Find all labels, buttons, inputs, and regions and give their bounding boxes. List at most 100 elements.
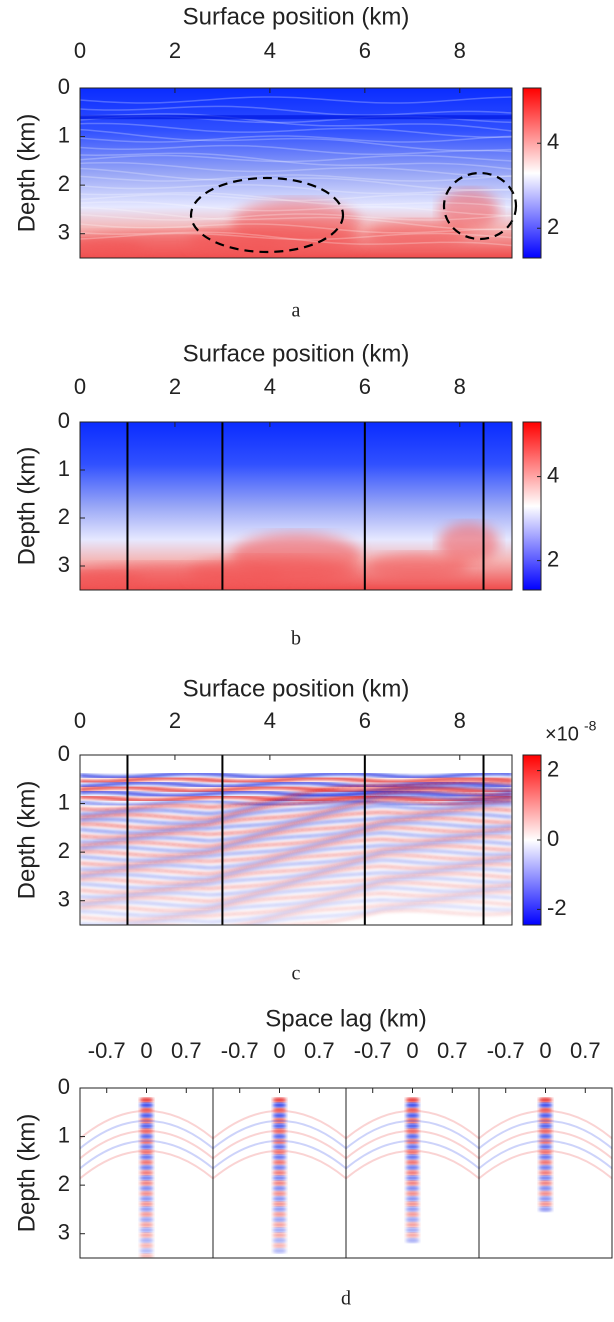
image-texture bbox=[438, 190, 500, 231]
image-texture bbox=[272, 1212, 287, 1217]
image-texture bbox=[272, 1238, 287, 1243]
image-texture bbox=[405, 1118, 420, 1124]
image-texture bbox=[80, 96, 512, 104]
x-tick-label: -0.7 bbox=[221, 1038, 259, 1063]
image-texture bbox=[272, 1232, 287, 1238]
image-texture bbox=[405, 1108, 420, 1113]
image-texture bbox=[80, 858, 512, 889]
image-texture bbox=[272, 1097, 287, 1103]
y-tick-label: 3 bbox=[58, 552, 70, 577]
axes-frame bbox=[478, 1087, 613, 1259]
y-axis-label: Depth (km) bbox=[13, 1114, 40, 1233]
colorbar-tick-label: 4 bbox=[547, 462, 559, 487]
image-texture bbox=[405, 1232, 420, 1238]
annotation-ellipse bbox=[442, 171, 518, 241]
plot-image bbox=[346, 1088, 479, 1258]
annotation-ellipse bbox=[189, 176, 345, 254]
x-tick-label: 2 bbox=[169, 38, 181, 63]
image-texture bbox=[140, 1264, 154, 1269]
image-texture bbox=[479, 1140, 612, 1170]
x-tick-label: 0.7 bbox=[304, 1038, 335, 1063]
image-texture bbox=[272, 1123, 287, 1129]
x-tick-label: 2 bbox=[169, 374, 181, 399]
y-tick-label: 2 bbox=[58, 504, 70, 529]
image-texture bbox=[346, 1150, 479, 1180]
y-tick-label: 1 bbox=[58, 1122, 70, 1147]
plot-image bbox=[80, 88, 512, 258]
image-texture bbox=[139, 1248, 154, 1254]
image-texture bbox=[140, 1269, 154, 1274]
image-texture bbox=[272, 1222, 287, 1228]
image-texture bbox=[405, 1175, 420, 1181]
image-texture bbox=[247, 904, 512, 925]
image-texture bbox=[80, 863, 512, 894]
image-texture bbox=[405, 1139, 420, 1144]
y-tick-label: 0 bbox=[58, 74, 70, 99]
image-texture bbox=[139, 1154, 154, 1160]
image-texture bbox=[130, 900, 512, 925]
image-texture bbox=[405, 1154, 420, 1160]
image-texture bbox=[80, 785, 512, 793]
image-texture bbox=[80, 571, 145, 590]
image-texture bbox=[538, 1196, 553, 1202]
x-tick-label: -0.7 bbox=[88, 1038, 126, 1063]
image-texture bbox=[80, 152, 512, 170]
image-texture bbox=[538, 1206, 553, 1212]
image-texture bbox=[405, 1165, 420, 1170]
image-texture bbox=[80, 213, 512, 221]
image-texture bbox=[405, 1227, 420, 1233]
x-tick-label: 0.7 bbox=[171, 1038, 202, 1063]
colorbar-tick-label: 0 bbox=[547, 826, 559, 851]
axes-frame bbox=[79, 421, 513, 591]
image-texture bbox=[405, 1238, 420, 1243]
colorbar-tick-label: 2 bbox=[547, 214, 559, 239]
image-texture bbox=[80, 184, 512, 195]
image-texture bbox=[272, 1175, 287, 1181]
image-texture bbox=[479, 1120, 612, 1150]
image-texture bbox=[405, 1217, 420, 1222]
image-texture bbox=[538, 1165, 553, 1170]
image-texture bbox=[80, 1120, 213, 1150]
image-texture bbox=[272, 1154, 287, 1160]
image-texture bbox=[80, 154, 512, 163]
image-texture bbox=[139, 1253, 154, 1258]
image-texture bbox=[139, 1232, 154, 1238]
image-texture bbox=[538, 1123, 553, 1129]
image-texture bbox=[538, 1113, 553, 1118]
y-tick-label: 3 bbox=[58, 220, 70, 245]
image-texture bbox=[139, 1118, 154, 1124]
image-texture bbox=[538, 1128, 553, 1134]
image-texture bbox=[405, 1134, 420, 1139]
image-texture bbox=[80, 886, 512, 917]
image-texture bbox=[538, 1108, 553, 1113]
x-tick-label: 4 bbox=[264, 374, 276, 399]
image-texture bbox=[80, 798, 512, 830]
image-texture bbox=[272, 1248, 287, 1254]
plot-image bbox=[80, 1088, 213, 1274]
x-tick-label: 0 bbox=[273, 1038, 285, 1063]
panel-caption: a bbox=[292, 300, 301, 322]
x-tick-label: -0.7 bbox=[354, 1038, 392, 1063]
x-axis-title: Surface position (km) bbox=[183, 675, 410, 702]
y-tick-label: 1 bbox=[58, 789, 70, 814]
image-texture bbox=[80, 223, 512, 234]
image-texture bbox=[272, 1186, 287, 1191]
image-texture bbox=[272, 1113, 287, 1118]
colorbar-scale: ×10 bbox=[545, 723, 579, 745]
image-texture bbox=[538, 1139, 553, 1144]
image-texture bbox=[80, 161, 512, 178]
image-texture bbox=[405, 1097, 420, 1103]
image-texture bbox=[405, 1102, 420, 1108]
image-texture bbox=[139, 1175, 154, 1181]
plot-image bbox=[213, 1088, 346, 1258]
image-texture bbox=[479, 1150, 612, 1180]
image-texture bbox=[80, 794, 512, 825]
y-tick-label: 0 bbox=[58, 741, 70, 766]
image-texture bbox=[80, 780, 512, 811]
image-texture bbox=[80, 1130, 213, 1160]
colorbar-scale-exponent: -8 bbox=[584, 718, 597, 734]
x-tick-label: 0 bbox=[140, 1038, 152, 1063]
x-tick-label: 0.7 bbox=[570, 1038, 601, 1063]
y-tick-label: 1 bbox=[58, 122, 70, 147]
